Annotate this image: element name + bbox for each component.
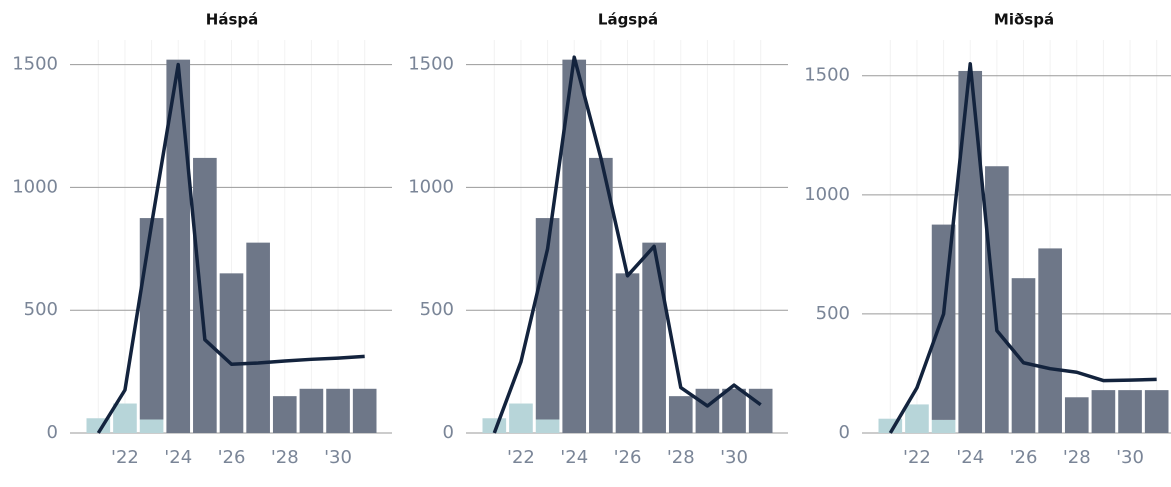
bar xyxy=(931,224,956,420)
x-tick-label: '28 xyxy=(271,447,299,468)
x-tick-label: '22 xyxy=(507,447,535,468)
bar xyxy=(326,388,350,433)
bar xyxy=(905,404,929,433)
bar xyxy=(299,388,324,433)
bar xyxy=(562,59,587,434)
x-tick-label: '22 xyxy=(903,447,931,468)
bar xyxy=(1038,248,1062,433)
x-tick-label: '26 xyxy=(614,447,642,468)
x-tick-label: '30 xyxy=(720,447,748,468)
bar xyxy=(642,242,666,433)
bar xyxy=(1091,390,1116,433)
x-tick-label: '30 xyxy=(1116,447,1144,468)
bar xyxy=(352,388,377,433)
bar xyxy=(985,166,1009,433)
x-tick-label: '28 xyxy=(667,447,695,468)
y-tick-label: 1000 xyxy=(408,176,454,197)
bar xyxy=(219,273,244,433)
bar xyxy=(193,157,217,433)
y-tick-label: 500 xyxy=(816,303,850,324)
bar xyxy=(958,70,983,434)
bar xyxy=(668,396,693,433)
x-tick-label: '28 xyxy=(1063,447,1091,468)
y-tick-label: 1000 xyxy=(804,184,850,205)
bar xyxy=(722,388,746,433)
y-tick-label: 1000 xyxy=(12,176,58,197)
y-tick-label: 1500 xyxy=(12,54,58,75)
y-tick-label: 0 xyxy=(47,422,58,443)
bar xyxy=(589,157,613,433)
bar xyxy=(615,273,640,433)
bar xyxy=(1011,278,1036,433)
bar xyxy=(695,388,720,433)
x-tick-label: '24 xyxy=(164,447,192,468)
chart-title: Háspá xyxy=(206,11,258,29)
bar xyxy=(748,388,773,433)
y-tick-label: 500 xyxy=(420,299,454,320)
bar xyxy=(1118,390,1142,433)
y-tick-label: 1500 xyxy=(408,54,454,75)
y-tick-label: 500 xyxy=(24,299,58,320)
bar xyxy=(535,419,560,433)
x-tick-label: '24 xyxy=(560,447,588,468)
bar xyxy=(509,403,533,433)
bar xyxy=(931,419,956,433)
line xyxy=(492,55,762,434)
x-tick-label: '26 xyxy=(218,447,246,468)
y-tick-label: 0 xyxy=(839,422,850,443)
y-tick-label: 1500 xyxy=(804,65,850,86)
y-tick-label: 0 xyxy=(443,422,454,443)
x-tick-label: '24 xyxy=(956,447,984,468)
chart-title: Miðspá xyxy=(994,11,1054,29)
bar xyxy=(113,403,137,433)
bar xyxy=(1144,390,1169,433)
line xyxy=(888,62,1157,434)
x-tick-label: '30 xyxy=(324,447,352,468)
bar xyxy=(1064,397,1089,433)
bar xyxy=(139,218,164,420)
line xyxy=(96,62,365,434)
bar xyxy=(272,396,297,433)
bar xyxy=(139,419,164,433)
x-tick-label: '22 xyxy=(111,447,139,468)
bar xyxy=(166,59,191,434)
bar xyxy=(246,242,270,433)
x-tick-label: '26 xyxy=(1010,447,1038,468)
chart-title: Lágspá xyxy=(598,11,658,29)
